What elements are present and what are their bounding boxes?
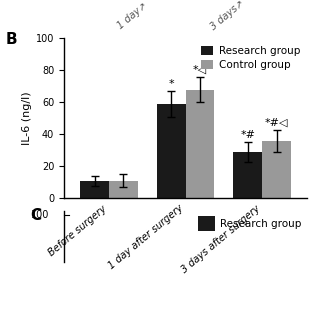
Text: B: B — [6, 32, 17, 47]
Y-axis label: IL-6 (ng/l): IL-6 (ng/l) — [22, 92, 32, 145]
Legend: Research group, Control group: Research group, Control group — [199, 44, 302, 72]
Bar — [233, 152, 262, 198]
Bar — [109, 181, 138, 198]
Bar — [198, 216, 215, 231]
Text: 1 day↗: 1 day↗ — [116, 0, 149, 31]
Text: *: * — [168, 79, 174, 89]
Text: *#◁: *#◁ — [265, 117, 288, 127]
Text: 3 days↗: 3 days↗ — [209, 0, 246, 32]
Bar — [80, 181, 109, 198]
Bar — [157, 104, 186, 198]
Text: 100: 100 — [31, 210, 49, 220]
Text: *#: *# — [240, 130, 255, 140]
Bar — [262, 141, 291, 198]
Text: *◁: *◁ — [193, 64, 207, 74]
Bar — [186, 90, 214, 198]
Text: C: C — [30, 208, 41, 223]
Text: Research group: Research group — [220, 219, 301, 229]
